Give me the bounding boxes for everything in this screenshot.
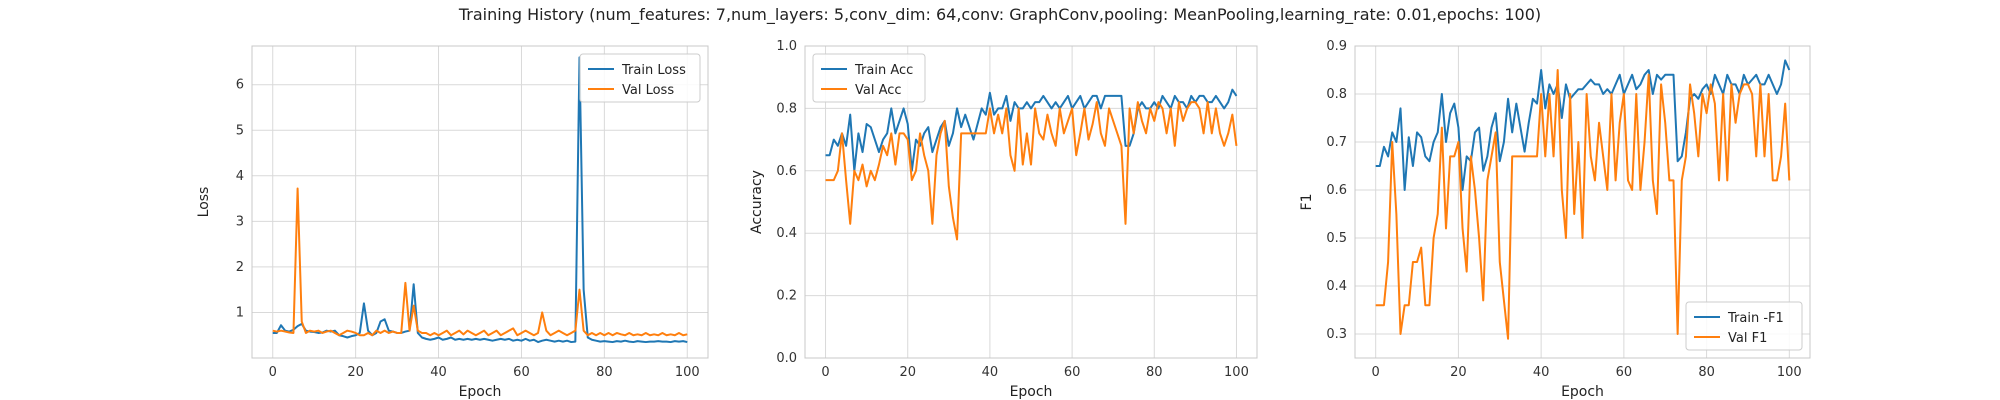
axes-frame bbox=[804, 45, 1258, 359]
x-tick-label: 80 bbox=[596, 365, 613, 380]
y-tick-label: 4 bbox=[236, 169, 244, 184]
chart-3: 0 20 40 60 80 100 0.3 0.4 0.5 0.6 0.7 0.8 0.9 Epoch F1… bbox=[1299, 39, 1811, 400]
y-tick-label: 0.7 bbox=[1326, 135, 1347, 150]
x-axis-label: Epoch bbox=[459, 384, 502, 400]
x-tick-label: 100 bbox=[1224, 365, 1249, 380]
x-tick-label: 0 bbox=[269, 365, 277, 380]
series-line-val bbox=[825, 101, 1238, 241]
x-tick-label: 60 bbox=[1616, 365, 1633, 380]
x-tick-label: 20 bbox=[899, 365, 916, 380]
series-line-val bbox=[272, 187, 688, 337]
series-line-train bbox=[272, 56, 688, 344]
y-tick-label: 0.9 bbox=[1326, 39, 1347, 54]
x-tick-label: 60 bbox=[513, 365, 530, 380]
legend-label: Train Loss bbox=[621, 63, 686, 78]
chart-2: 0 20 40 60 80 100 0.0 0.2 0.4 0.6 0.8 1.0 Epoch Accur… bbox=[749, 39, 1258, 400]
legend-label: Val Acc bbox=[855, 83, 902, 98]
y-tick-label: 0.0 bbox=[776, 351, 797, 366]
x-tick-label: 100 bbox=[1777, 365, 1802, 380]
series-line-train bbox=[825, 88, 1238, 172]
x-tick-label: 0 bbox=[1372, 365, 1380, 380]
y-axis-label: Loss bbox=[196, 187, 212, 218]
x-tick-label: 100 bbox=[675, 365, 700, 380]
y-tick-label: 0.5 bbox=[1326, 231, 1347, 246]
y-tick-label: 0.6 bbox=[1326, 183, 1347, 198]
y-tick-label: 0.8 bbox=[1326, 87, 1347, 102]
x-tick-label: 40 bbox=[982, 365, 999, 380]
y-tick-label: 0.2 bbox=[776, 289, 797, 304]
x-tick-label: 20 bbox=[347, 365, 364, 380]
legend: Train Acc Val Acc bbox=[812, 53, 926, 103]
x-tick-label: 40 bbox=[1533, 365, 1550, 380]
x-tick-label: 20 bbox=[1450, 365, 1467, 380]
x-axis-label: Epoch bbox=[1561, 384, 1604, 400]
axes-frame bbox=[1354, 45, 1811, 359]
series-line-train bbox=[1375, 59, 1791, 191]
y-tick-label: 2 bbox=[236, 260, 244, 275]
chart-1: 0 20 40 60 80 100 1 2 3 4 5 6 Epoch Loss Train Loss Val… bbox=[196, 45, 709, 400]
y-tick-label: 1.0 bbox=[776, 39, 797, 54]
figure-title: Training History (num_features: 7,num_la… bbox=[458, 5, 1542, 24]
y-tick-label: 6 bbox=[236, 78, 244, 93]
y-tick-label: 0.4 bbox=[776, 226, 797, 241]
axes-frame bbox=[251, 45, 709, 359]
legend: Train Loss Val Loss bbox=[579, 53, 701, 103]
y-tick-label: 1 bbox=[236, 305, 244, 320]
y-tick-label: 0.4 bbox=[1326, 279, 1347, 294]
legend-label: Train -F1 bbox=[1727, 311, 1784, 326]
x-tick-label: 60 bbox=[1064, 365, 1081, 380]
legend: Train -F1 Val F1 bbox=[1685, 301, 1803, 351]
x-tick-label: 0 bbox=[821, 365, 829, 380]
legend-label: Train Acc bbox=[854, 63, 913, 78]
legend-label: Val F1 bbox=[1728, 331, 1767, 346]
y-tick-label: 0.3 bbox=[1326, 327, 1347, 342]
series-line-val bbox=[1375, 69, 1791, 340]
y-tick-label: 0.6 bbox=[776, 164, 797, 179]
x-tick-label: 80 bbox=[1698, 365, 1715, 380]
y-tick-label: 5 bbox=[236, 123, 244, 138]
legend-label: Val Loss bbox=[622, 83, 674, 98]
x-axis-label: Epoch bbox=[1010, 384, 1053, 400]
y-axis-label: Accuracy bbox=[749, 170, 765, 234]
y-axis-label: F1 bbox=[1299, 194, 1315, 211]
x-tick-label: 80 bbox=[1146, 365, 1163, 380]
x-tick-label: 40 bbox=[430, 365, 447, 380]
y-tick-label: 3 bbox=[236, 214, 244, 229]
y-tick-label: 0.8 bbox=[776, 101, 797, 116]
